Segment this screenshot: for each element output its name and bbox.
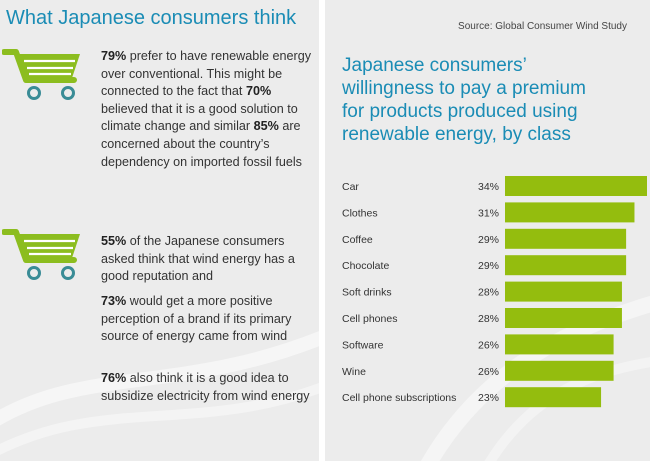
category-label: Car: [342, 181, 359, 193]
bar: [505, 308, 622, 328]
category-label: Cell phones: [342, 313, 397, 325]
fact1-text-3: are concerned about the country’s depend…: [101, 119, 302, 169]
bar: [505, 228, 627, 249]
category-label: Soft drinks: [342, 287, 392, 299]
value-label: 34%: [478, 181, 499, 193]
fact2-text: of the Japanese consumers asked think th…: [101, 234, 295, 284]
bar: [505, 281, 622, 302]
bar: [505, 334, 614, 355]
fact3-percent: 73%: [101, 294, 127, 308]
category-label: Wine: [342, 366, 366, 378]
fact3-text: would get a more positive perception of …: [101, 294, 292, 344]
category-label: Cell phone subscriptions: [342, 392, 456, 404]
chart-title: Japanese consumers’ willingness to pay a…: [342, 54, 642, 146]
value-label: 29%: [478, 234, 499, 246]
fact-paragraph-1: 79% prefer to have renewable energy over…: [101, 48, 313, 171]
shopping-cart-icon: [2, 229, 80, 280]
fact4-text: also think it is a good idea to subsidiz…: [101, 371, 310, 403]
category-label: Clothes: [342, 207, 378, 219]
bar-chart: Car 34% Clothes 31% Coffee 29% Chocolate 29% Sof…: [342, 176, 647, 408]
source-note: Source: Global Consumer Wind Study: [458, 21, 627, 32]
fact1-percent-1: 79%: [101, 49, 127, 63]
fact1-text-1: prefer to have renewable energy over con…: [101, 49, 312, 99]
left-panel: What Japanese consumers think 79% prefer…: [0, 0, 319, 461]
bar: [505, 255, 627, 276]
value-label: 29%: [478, 260, 499, 272]
fact1-text-2: believed that it is a good solution to c…: [101, 101, 298, 134]
bar: [505, 387, 602, 408]
value-label: 28%: [478, 287, 499, 299]
value-label: 31%: [478, 207, 499, 219]
bar: [505, 202, 635, 223]
value-label: 28%: [478, 313, 499, 325]
shopping-cart-icon: [2, 49, 80, 100]
value-label: 26%: [478, 339, 499, 351]
bar: [505, 360, 614, 381]
category-label: Software: [342, 339, 384, 351]
chart-title-line: willingness to pay a premium: [342, 78, 586, 99]
fact2-percent: 55%: [101, 234, 127, 248]
fact-paragraph-2: 55% of the Japanese consumers asked thin…: [101, 233, 313, 286]
right-panel: Source: Global Consumer Wind Study Japan…: [325, 0, 650, 461]
bar: [505, 176, 647, 196]
chart-title-line: for products produced using: [342, 101, 578, 122]
category-label: Coffee: [342, 234, 373, 246]
value-label: 26%: [478, 366, 499, 378]
category-label: Chocolate: [342, 260, 389, 272]
chart-title-line: renewable energy, by class: [342, 124, 571, 145]
value-label: 23%: [478, 392, 499, 404]
fact1-percent-2: 70%: [245, 84, 272, 99]
left-panel-title: What Japanese consumers think: [6, 7, 297, 29]
chart-title-line: Japanese consumers’: [342, 55, 527, 76]
fact-paragraph-3: 73% would get a more positive perception…: [101, 293, 313, 346]
fact1-percent-3: 85%: [253, 119, 279, 134]
fact-paragraph-4: 76% also think it is a good idea to subs…: [101, 370, 313, 405]
fact4-percent: 76%: [101, 371, 127, 385]
